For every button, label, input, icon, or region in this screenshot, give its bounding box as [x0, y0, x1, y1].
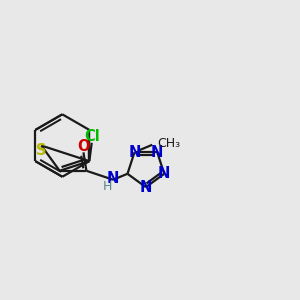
- Text: N: N: [107, 171, 119, 186]
- Text: Cl: Cl: [84, 129, 100, 144]
- Text: S: S: [36, 143, 46, 158]
- Text: N: N: [140, 180, 152, 195]
- Text: N: N: [158, 166, 170, 181]
- Text: CH₃: CH₃: [158, 137, 181, 150]
- Text: O: O: [77, 139, 90, 154]
- Text: N: N: [151, 145, 164, 160]
- Text: N: N: [128, 145, 141, 160]
- Text: H: H: [103, 180, 112, 193]
